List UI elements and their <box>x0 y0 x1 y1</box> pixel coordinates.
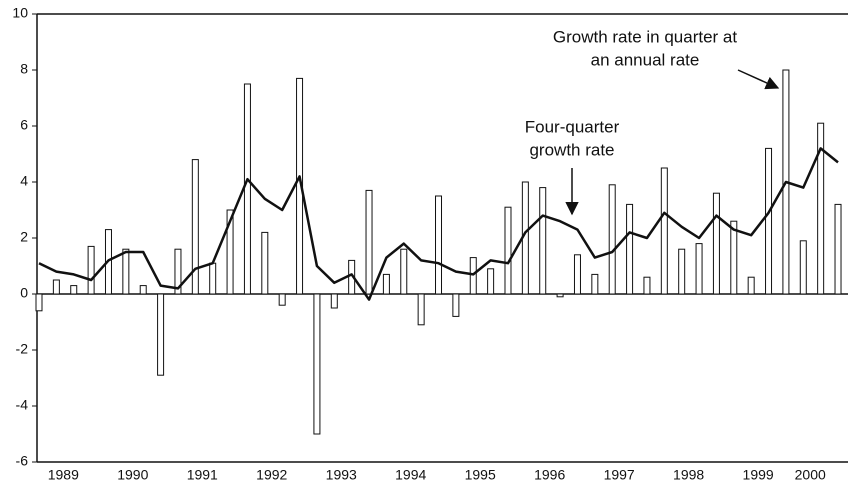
bar <box>417 293 425 326</box>
annotation: Four-quarter <box>525 117 620 136</box>
bar <box>382 273 390 295</box>
annotation: growth rate <box>529 140 614 159</box>
bar <box>35 293 43 312</box>
bar <box>243 83 251 295</box>
bar <box>660 167 668 295</box>
y-tick-label: 10 <box>12 5 28 21</box>
bar <box>678 248 686 295</box>
x-tick-label: 1991 <box>187 467 218 483</box>
bar <box>261 231 269 295</box>
bar <box>591 273 599 295</box>
bar <box>556 293 564 298</box>
bar <box>278 293 286 306</box>
bar <box>452 293 460 317</box>
bar <box>834 203 842 295</box>
bar <box>330 293 338 309</box>
bar <box>626 203 634 295</box>
bar <box>730 220 738 295</box>
bar <box>747 276 755 295</box>
bar <box>487 268 495 295</box>
y-tick-label: 8 <box>20 61 28 77</box>
bar <box>174 248 182 295</box>
annotation: Growth rate in quarter at <box>553 27 738 46</box>
x-tick-label: 1995 <box>465 467 496 483</box>
bar <box>122 248 130 295</box>
x-tick-label: 1994 <box>395 467 426 483</box>
bar <box>157 293 165 376</box>
y-tick-label: -4 <box>16 397 29 413</box>
bar <box>712 192 720 295</box>
x-tick-label: 1990 <box>117 467 148 483</box>
bar <box>799 240 807 295</box>
bar <box>87 245 95 295</box>
bar <box>695 243 703 295</box>
y-tick-label: 6 <box>20 117 28 133</box>
bar <box>435 195 443 295</box>
bar <box>504 206 512 295</box>
x-tick-label: 1989 <box>48 467 79 483</box>
x-tick-label: 1992 <box>256 467 287 483</box>
bar <box>765 147 773 295</box>
bar <box>469 257 477 295</box>
x-tick-label: 1993 <box>326 467 357 483</box>
y-tick-label: -6 <box>16 453 29 469</box>
bar <box>209 262 217 295</box>
y-tick-label: 0 <box>20 285 28 301</box>
x-tick-label: 1999 <box>743 467 774 483</box>
bar <box>573 254 581 295</box>
bar <box>365 189 373 295</box>
bar <box>817 122 825 295</box>
y-tick-label: 4 <box>20 173 28 189</box>
bar <box>191 159 199 295</box>
arrow <box>737 69 780 90</box>
x-tick-label: 1997 <box>604 467 635 483</box>
bar <box>226 209 234 295</box>
annotation: an annual rate <box>591 50 700 69</box>
y-tick-label: 2 <box>20 229 28 245</box>
bar <box>313 293 321 435</box>
bar <box>539 187 547 295</box>
bar <box>608 184 616 295</box>
bar <box>52 279 60 295</box>
x-tick-label: 1998 <box>673 467 704 483</box>
x-tick-label: 2000 <box>795 467 826 483</box>
bar <box>643 276 651 295</box>
x-tick-label: 1996 <box>534 467 565 483</box>
y-tick-label: -2 <box>16 341 29 357</box>
line <box>38 147 839 301</box>
bar <box>139 285 147 295</box>
bar <box>70 285 78 295</box>
bar <box>400 248 408 295</box>
